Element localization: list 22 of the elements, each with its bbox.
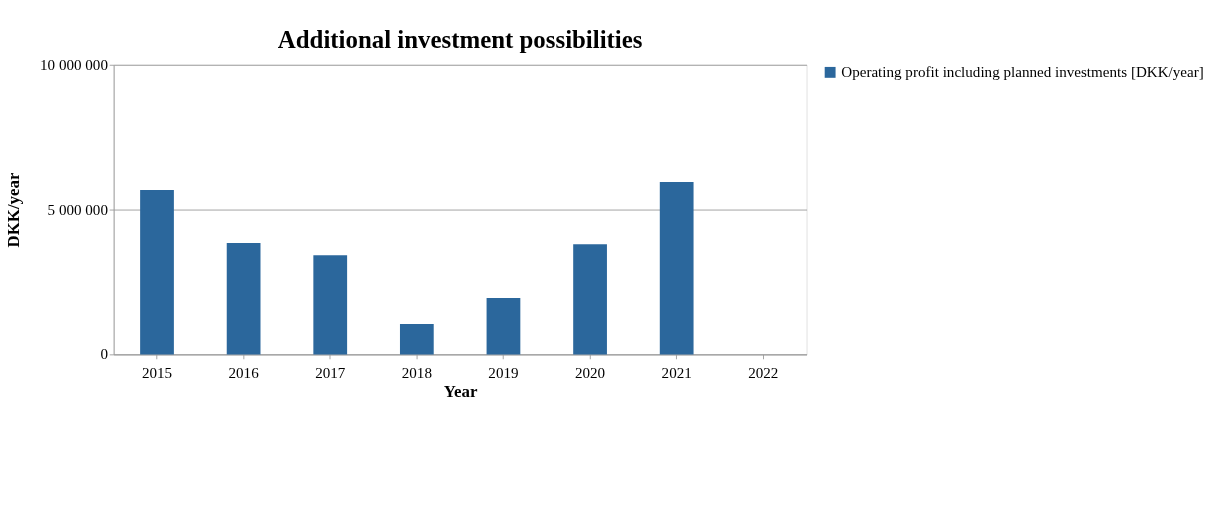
y-axis-title: DKK/year — [3, 172, 23, 248]
bar — [313, 255, 348, 355]
legend-label: Operating profit including planned investments [DKK/year] — [841, 63, 1204, 80]
y-tick-label: 5 000 000 — [47, 201, 108, 218]
bar — [140, 189, 174, 355]
x-tick-label: 2017 — [315, 364, 346, 381]
y-tick-label: 0 — [100, 346, 108, 363]
x-axis-title: Year — [443, 382, 478, 402]
x-tick-label: 2022 — [748, 364, 779, 381]
y-tick-label: 10 000 000 — [40, 56, 108, 73]
bar — [659, 182, 694, 355]
x-tick-label: 2015 — [141, 364, 173, 381]
bar — [486, 297, 521, 355]
x-tick-label: 2021 — [661, 364, 692, 381]
chart-title: Additional investment possibilities — [277, 25, 643, 53]
bar — [573, 244, 607, 355]
bar — [226, 242, 261, 355]
x-tick-label: 2020 — [574, 364, 606, 381]
bar — [399, 324, 434, 355]
x-tick-label: 2016 — [228, 364, 260, 381]
x-tick-label: 2018 — [401, 364, 432, 381]
x-tick-label: 2019 — [488, 364, 519, 381]
